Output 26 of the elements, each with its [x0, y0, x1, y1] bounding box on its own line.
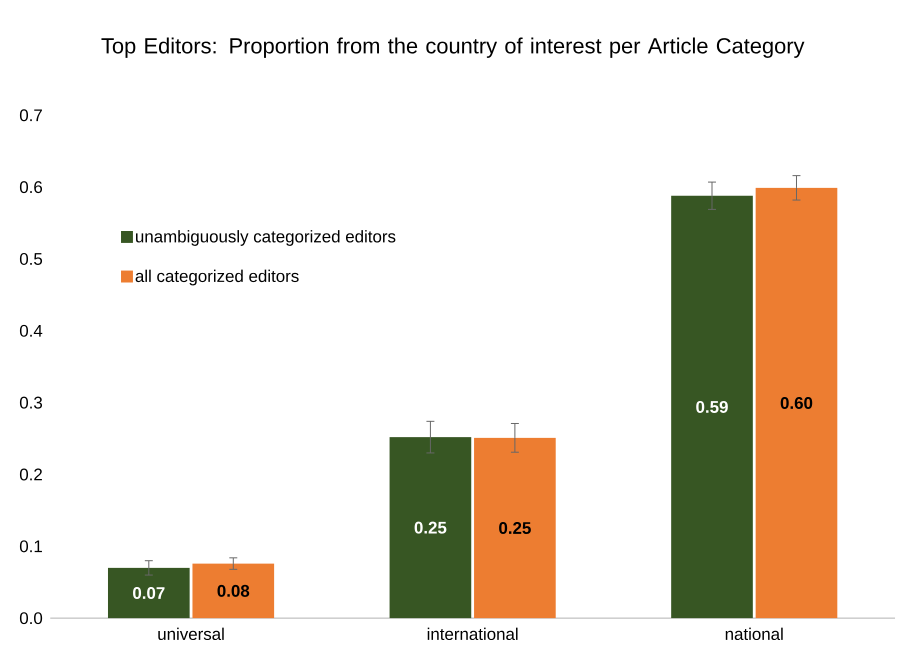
data-label: 0.60 — [780, 397, 812, 410]
bar — [671, 196, 753, 618]
bar — [474, 438, 556, 618]
x-tick-label: international — [428, 628, 518, 640]
legend-label: unambiguously categorized editors — [136, 230, 396, 246]
bar — [756, 188, 838, 618]
y-tick-label: 0.4 — [20, 324, 42, 337]
data-label: 0.08 — [218, 584, 250, 597]
bar — [108, 568, 190, 618]
data-label: 0.25 — [499, 522, 531, 534]
x-tick-label: universal — [158, 628, 224, 640]
legend-label: all categorized editors — [136, 270, 299, 286]
data-label: 0.59 — [696, 401, 728, 413]
bar — [390, 437, 472, 618]
y-tick-label: 0.1 — [20, 540, 42, 552]
y-tick-label: 0.3 — [20, 396, 42, 409]
y-tick-label: 0.7 — [20, 109, 42, 122]
y-tick-label: 0.6 — [20, 181, 42, 194]
x-tick-label: national — [726, 628, 783, 640]
data-label: 0.25 — [414, 522, 446, 534]
chart-title: Top Editors: Proportion from the country of interest per Article Category — [101, 38, 804, 58]
y-tick-label: 0.2 — [20, 468, 42, 481]
data-label: 0.07 — [133, 587, 165, 600]
y-tick-label: 0.0 — [20, 612, 42, 624]
bar — [192, 564, 274, 618]
y-tick-label: 0.5 — [20, 253, 42, 265]
